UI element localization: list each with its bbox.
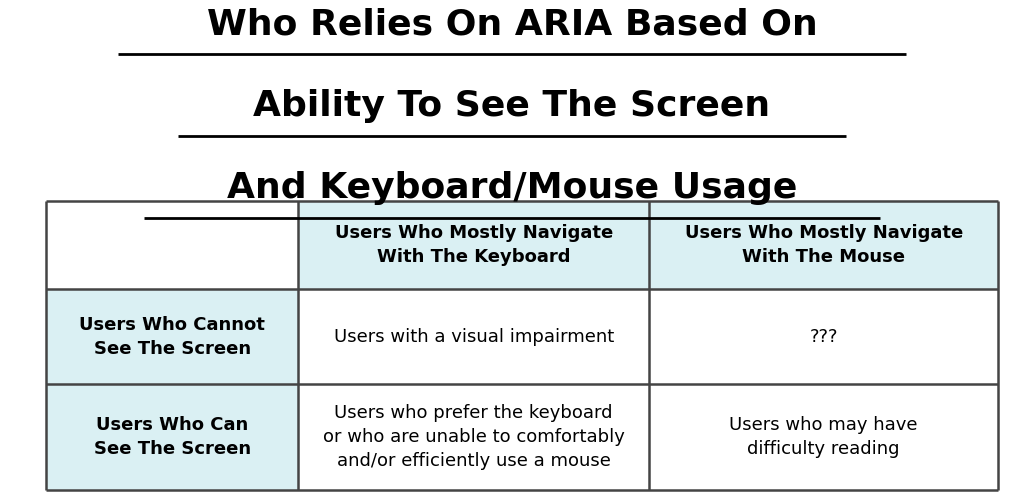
Text: Users who may have
difficulty reading: Users who may have difficulty reading (729, 416, 918, 458)
Bar (46, 384, 298, 490)
Bar (649, 201, 998, 289)
Bar (649, 384, 998, 490)
Text: Users Who Mostly Navigate
With The Keyboard: Users Who Mostly Navigate With The Keybo… (335, 225, 612, 266)
Text: Users with a visual impairment: Users with a visual impairment (334, 328, 613, 346)
Text: Users Who Mostly Navigate
With The Mouse: Users Who Mostly Navigate With The Mouse (684, 225, 963, 266)
Text: And Keyboard/Mouse Usage: And Keyboard/Mouse Usage (226, 171, 798, 205)
Text: Users who prefer the keyboard
or who are unable to comfortably
and/or efficientl: Users who prefer the keyboard or who are… (323, 405, 625, 470)
Bar (298, 289, 649, 384)
Bar (298, 201, 649, 289)
Bar (298, 384, 649, 490)
Text: ???: ??? (809, 328, 838, 346)
Text: Users Who Cannot
See The Screen: Users Who Cannot See The Screen (79, 316, 265, 357)
Bar (649, 289, 998, 384)
Text: Ability To See The Screen: Ability To See The Screen (253, 89, 771, 123)
Text: Users Who Can
See The Screen: Users Who Can See The Screen (94, 416, 251, 458)
Bar (46, 201, 298, 289)
Text: Who Relies On ARIA Based On: Who Relies On ARIA Based On (207, 7, 817, 41)
Bar (46, 289, 298, 384)
